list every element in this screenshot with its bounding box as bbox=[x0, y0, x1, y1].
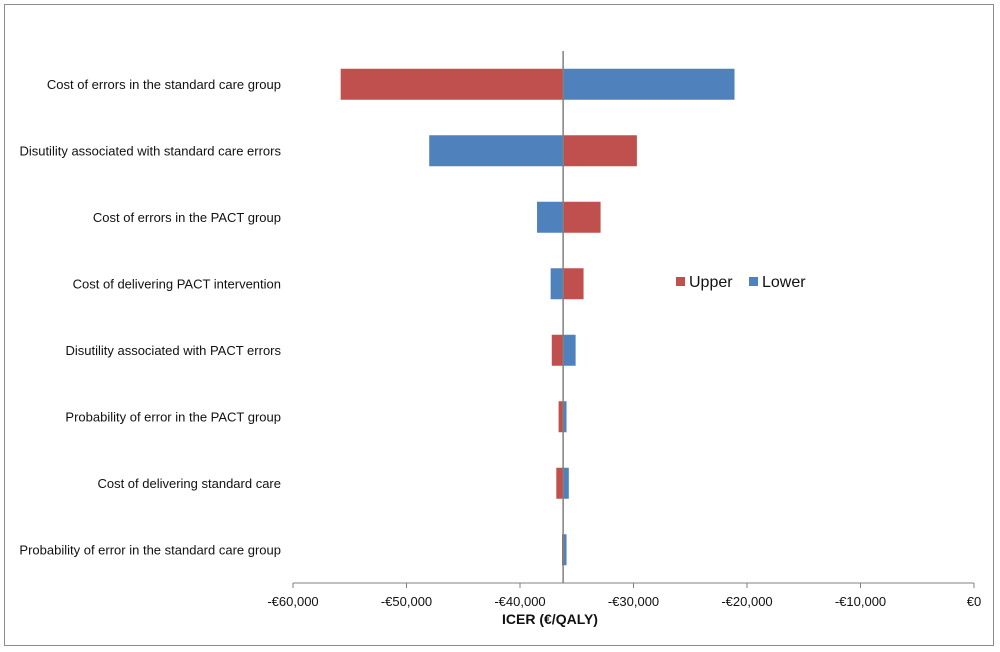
legend-swatch-upper bbox=[676, 277, 685, 286]
category-label: Cost of errors in the standard care grou… bbox=[47, 77, 281, 92]
x-axis-title: ICER (€/QALY) bbox=[502, 611, 598, 627]
bar-lower bbox=[537, 201, 564, 233]
x-tick-label: -€60,000 bbox=[267, 594, 318, 609]
chart-frame bbox=[4, 4, 994, 646]
category-label: Disutility associated with PACT errors bbox=[65, 343, 281, 358]
bar-upper bbox=[340, 68, 564, 100]
bar-upper bbox=[563, 201, 601, 233]
bar-lower bbox=[563, 68, 735, 100]
x-tick-label: -€40,000 bbox=[494, 594, 545, 609]
legend-swatch-lower bbox=[749, 277, 758, 286]
category-label: Cost of delivering standard care bbox=[97, 476, 281, 491]
category-label: Cost of delivering PACT intervention bbox=[73, 276, 281, 291]
bars bbox=[340, 68, 735, 566]
category-label: Cost of errors in the PACT group bbox=[93, 210, 281, 225]
category-labels: Cost of errors in the standard care grou… bbox=[19, 77, 281, 558]
bar-upper bbox=[563, 135, 637, 167]
bar-upper bbox=[558, 401, 564, 433]
bar-lower bbox=[429, 135, 564, 167]
x-tick-label: -€10,000 bbox=[835, 594, 886, 609]
x-axis-ticks: -€60,000 -€50,000 -€40,000 -€30,000 -€20,000… bbox=[267, 583, 981, 609]
bar-upper bbox=[563, 268, 584, 300]
x-tick-label: -€30,000 bbox=[608, 594, 659, 609]
x-tick-label: -€50,000 bbox=[381, 594, 432, 609]
bar-lower bbox=[563, 467, 569, 499]
bar-upper bbox=[556, 467, 564, 499]
legend-label-lower: Lower bbox=[762, 274, 806, 291]
x-tick-label: -€20,000 bbox=[721, 594, 772, 609]
x-tick-label: €0 bbox=[967, 594, 981, 609]
category-label: Probability of error in the PACT group bbox=[65, 409, 281, 424]
bar-lower bbox=[563, 401, 567, 433]
bar-lower bbox=[563, 534, 567, 566]
category-label: Disutility associated with standard care… bbox=[19, 143, 281, 158]
legend-label-upper: Upper bbox=[689, 274, 733, 291]
legend: Upper Lower bbox=[676, 274, 806, 291]
category-label: Probability of error in the standard car… bbox=[19, 542, 281, 557]
bar-lower bbox=[550, 268, 564, 300]
bar-lower bbox=[563, 334, 576, 366]
bar-upper bbox=[551, 334, 564, 366]
